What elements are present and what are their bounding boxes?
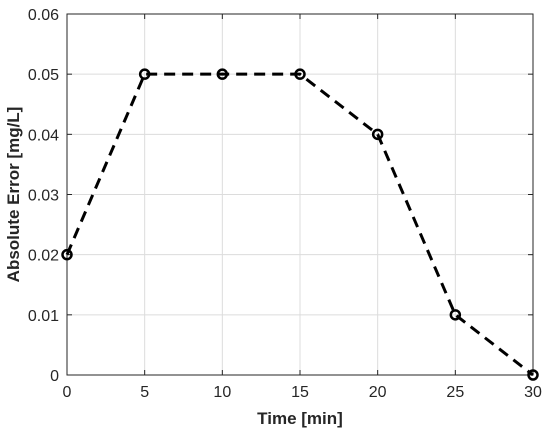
series-line (65, 72, 534, 377)
data-point (371, 128, 384, 141)
y-tick-label: 0.06 (28, 7, 59, 24)
data-point (527, 369, 539, 381)
x-tick-label: 20 (369, 384, 387, 401)
x-tick-label: 10 (213, 384, 231, 401)
y-tick-label: 0.03 (28, 188, 59, 205)
series-layer (61, 68, 539, 381)
y-tick-label: 0.04 (28, 127, 59, 144)
x-tick-labels: 0 5 10 15 20 25 30 (63, 384, 542, 401)
x-tick-label: 5 (140, 384, 149, 401)
x-tick-label: 0 (63, 384, 72, 401)
y-tick-labels: 0 0.01 0.02 0.03 0.04 0.05 0.06 (28, 7, 59, 385)
data-point (138, 68, 151, 80)
data-point (294, 68, 306, 80)
x-axis-title: Time [min] (257, 409, 343, 428)
y-tick-label: 0.01 (28, 308, 59, 325)
x-tick-label: 30 (524, 384, 542, 401)
y-axis-title: Absolute Error [mg/L] (4, 107, 23, 283)
data-point (449, 309, 462, 321)
data-point (216, 68, 229, 80)
x-tick-label: 25 (446, 384, 464, 401)
y-tick-label: 0.02 (28, 248, 59, 265)
x-tick-label: 15 (291, 384, 309, 401)
data-point (61, 248, 73, 261)
y-tick-label: 0 (50, 368, 59, 385)
y-tick-label: 0.05 (28, 67, 59, 84)
